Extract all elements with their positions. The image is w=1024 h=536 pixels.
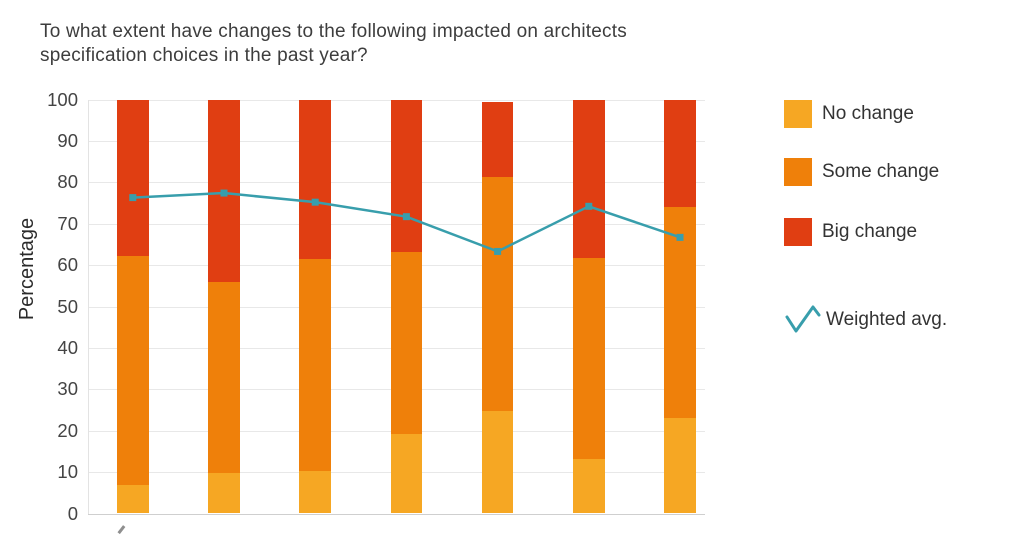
x-axis-line	[88, 513, 705, 515]
bar-segment-no-change	[664, 418, 696, 514]
legend-label-weighted-avg: Weighted avg.	[826, 309, 948, 330]
y-tick-label: 70	[57, 212, 78, 234]
bar-segment-some-change	[664, 207, 696, 419]
legend-item-weighted-avg: Weighted avg.	[784, 302, 947, 338]
bar-segment-no-change	[573, 458, 605, 514]
bar-segment-some-change	[573, 258, 605, 459]
chart-title-line-2: specification choices in the past year?	[40, 45, 368, 66]
y-tick-label: 30	[57, 378, 78, 400]
bar-segment-some-change	[481, 176, 514, 411]
some-change-swatch-icon	[784, 158, 812, 186]
bar-segment-no-change	[117, 484, 149, 514]
bar-segment-no-change	[299, 470, 331, 514]
bar-segment-some-change	[117, 256, 149, 485]
legend-item-some-change: Some change	[784, 158, 939, 186]
y-tick-label: 10	[57, 461, 78, 483]
bar-segment-some-change	[390, 251, 423, 434]
y-tick-label: 20	[57, 419, 78, 441]
legend-item-no-change: No change	[784, 100, 914, 128]
y-tick-label: 90	[57, 129, 78, 151]
bar-segment-big-change	[481, 101, 514, 177]
y-tick-label: 80	[57, 171, 78, 193]
legend-label-some-change: Some change	[822, 161, 940, 182]
bar-segment-big-change	[390, 99, 423, 252]
chart-title: To what extent have changes to the follo…	[40, 20, 720, 68]
no-change-swatch-icon	[784, 100, 812, 128]
bar-segment-some-change	[208, 281, 240, 473]
bar-segment-big-change	[573, 99, 605, 259]
bar-segment-no-change	[390, 433, 423, 514]
bar-segment-no-change	[481, 410, 514, 514]
y-tick-label: 60	[57, 254, 78, 276]
bar-segment-big-change	[208, 99, 240, 282]
bar-segment-no-change	[208, 472, 240, 514]
y-tick-label: 40	[57, 336, 78, 358]
bar-segment-some-change	[299, 258, 331, 471]
weighted-avg-zigzag-icon	[785, 305, 821, 333]
plot-left-border	[88, 99, 89, 514]
legend-item-big-change: Big change	[784, 218, 917, 246]
y-tick-label: 50	[57, 295, 78, 317]
chart-title-line-1: To what extent have changes to the follo…	[40, 21, 627, 42]
bar-segment-big-change	[299, 99, 331, 259]
y-tick-label: 100	[47, 88, 78, 110]
big-change-swatch-icon	[784, 218, 812, 246]
legend-label-no-change: No change	[822, 103, 914, 124]
bar-segment-big-change	[117, 99, 149, 257]
legend-label-big-change: Big change	[822, 221, 918, 242]
legend: No change Some change Big change Weighte…	[784, 0, 1014, 536]
y-tick-label: 0	[67, 502, 78, 524]
bar-segment-big-change	[664, 99, 696, 208]
